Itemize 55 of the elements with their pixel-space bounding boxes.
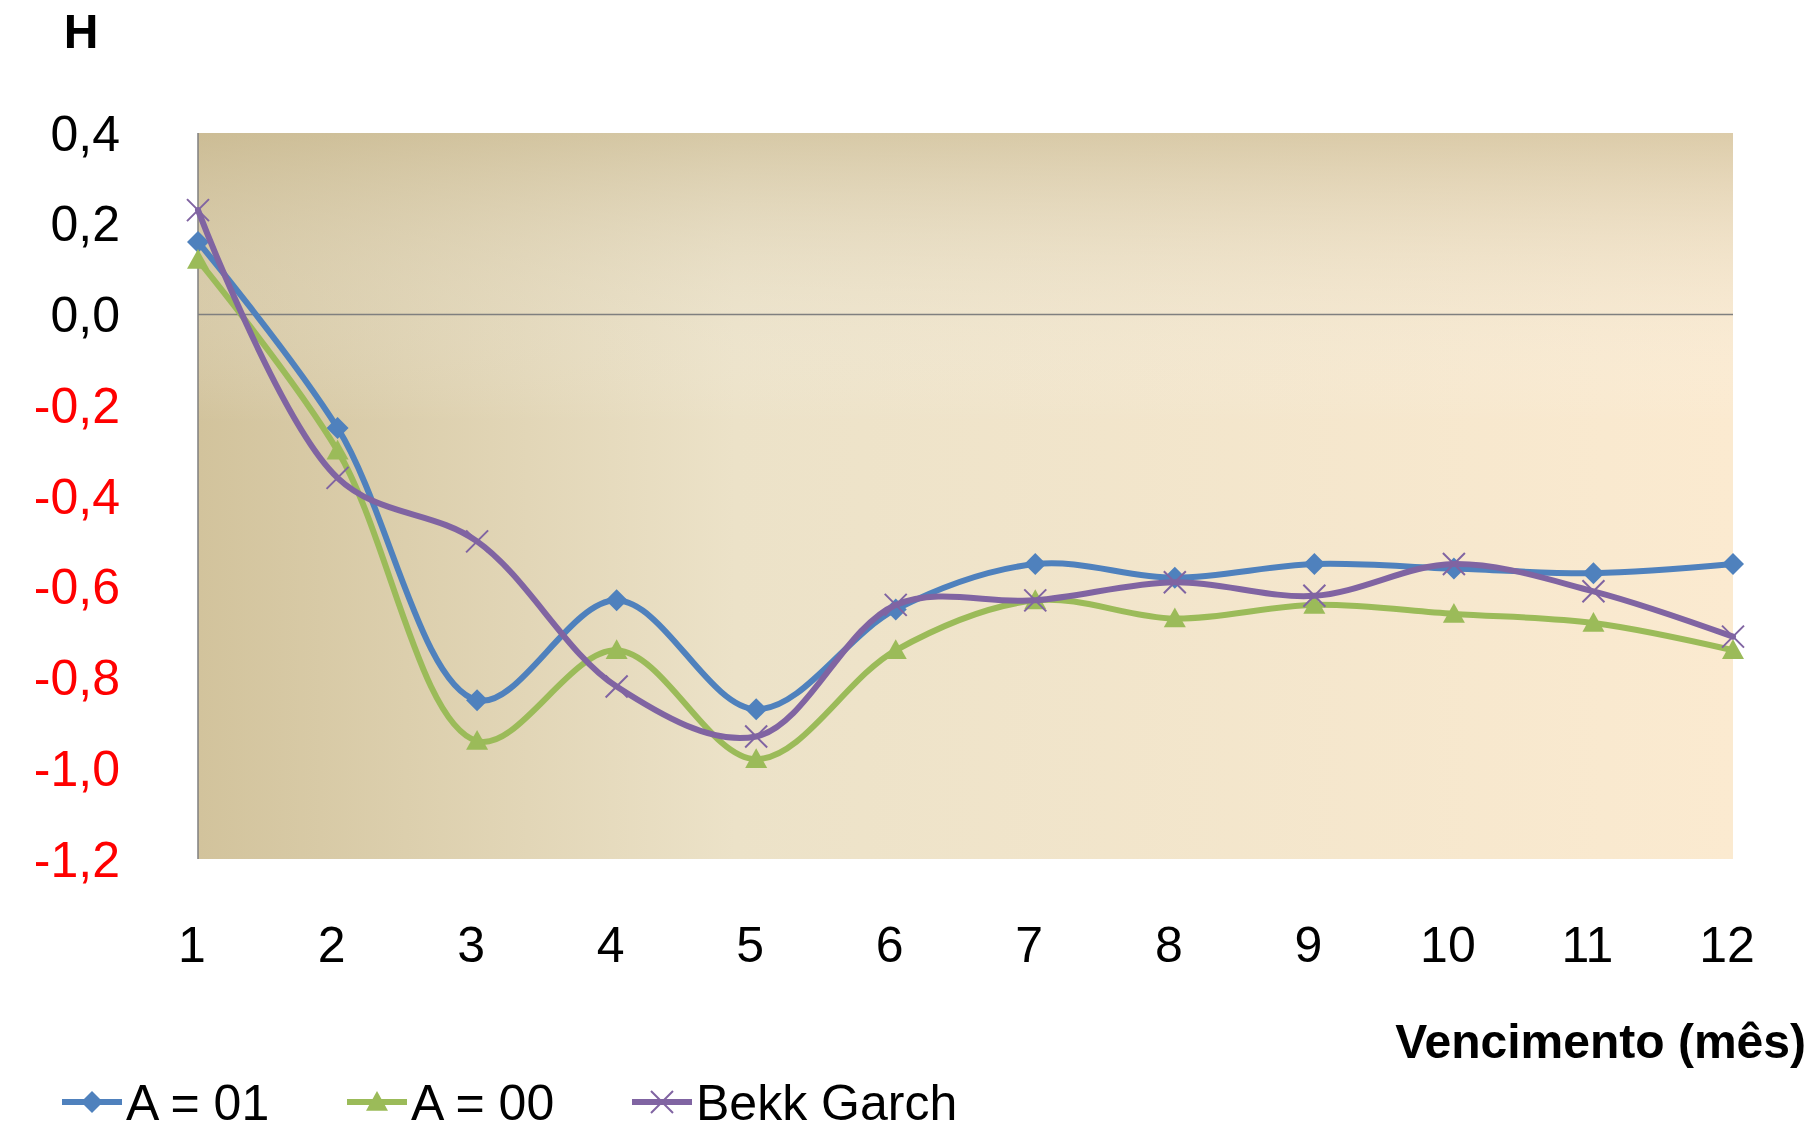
y-tick-label: -0,2: [33, 377, 120, 434]
y-tick-label: -0,8: [33, 650, 120, 706]
x-tick-label: 9: [1294, 917, 1323, 973]
point: [1302, 583, 1327, 608]
point: [465, 529, 490, 554]
x-tick-label: 6: [875, 917, 904, 973]
point: [466, 730, 489, 750]
point: [1582, 612, 1605, 632]
point: [1303, 553, 1326, 576]
y-tick-label: 0,4: [50, 105, 120, 162]
point: [326, 416, 349, 439]
point: [1722, 553, 1744, 576]
y-tick-label: -0,6: [33, 559, 120, 616]
legend-label: A = 01: [126, 1074, 270, 1129]
legend-label: Bekk Garch: [696, 1074, 958, 1129]
point: [1581, 579, 1606, 604]
point: [883, 592, 908, 617]
point: [1722, 639, 1744, 660]
x-tick-label: 8: [1154, 917, 1183, 973]
y-axis-title: H: [63, 5, 99, 58]
point: [744, 724, 769, 749]
point: [187, 249, 209, 269]
x-tick-label: 7: [1015, 917, 1044, 973]
point: [187, 230, 209, 253]
x-tick-label: 12: [1699, 917, 1755, 973]
point: [745, 698, 768, 721]
point: [1582, 562, 1605, 585]
point: [605, 589, 628, 612]
point: [1163, 607, 1186, 628]
legend-label: A = 00: [411, 1074, 555, 1129]
point: [325, 465, 350, 490]
y-tick-label: 0,2: [50, 196, 120, 253]
point: [1442, 602, 1465, 623]
point: [1024, 553, 1047, 576]
x-tick-label: 3: [457, 917, 485, 973]
y-tick-label: -0,4: [33, 468, 120, 525]
x-tick-label: 11: [1561, 917, 1614, 973]
x-tick-label: 2: [317, 917, 346, 973]
point: [1441, 552, 1466, 577]
y-tick-label: -1,0: [33, 740, 120, 797]
point: [466, 689, 489, 712]
point: [605, 639, 628, 660]
point: [186, 198, 210, 223]
y-tick-label: 0,0: [50, 287, 120, 343]
x-axis-title: Vencimento (mês): [1395, 1015, 1806, 1068]
y-tick-label: -1,2: [33, 831, 120, 888]
point: [604, 674, 629, 699]
point: [326, 439, 349, 460]
x-tick-label: 10: [1420, 917, 1476, 973]
x-tick-label: 4: [596, 917, 625, 973]
x-tick-label: 1: [178, 917, 206, 973]
x-tick-label: 5: [736, 917, 765, 973]
point: [745, 748, 768, 768]
point: [1162, 570, 1187, 595]
point: [1721, 624, 1745, 649]
